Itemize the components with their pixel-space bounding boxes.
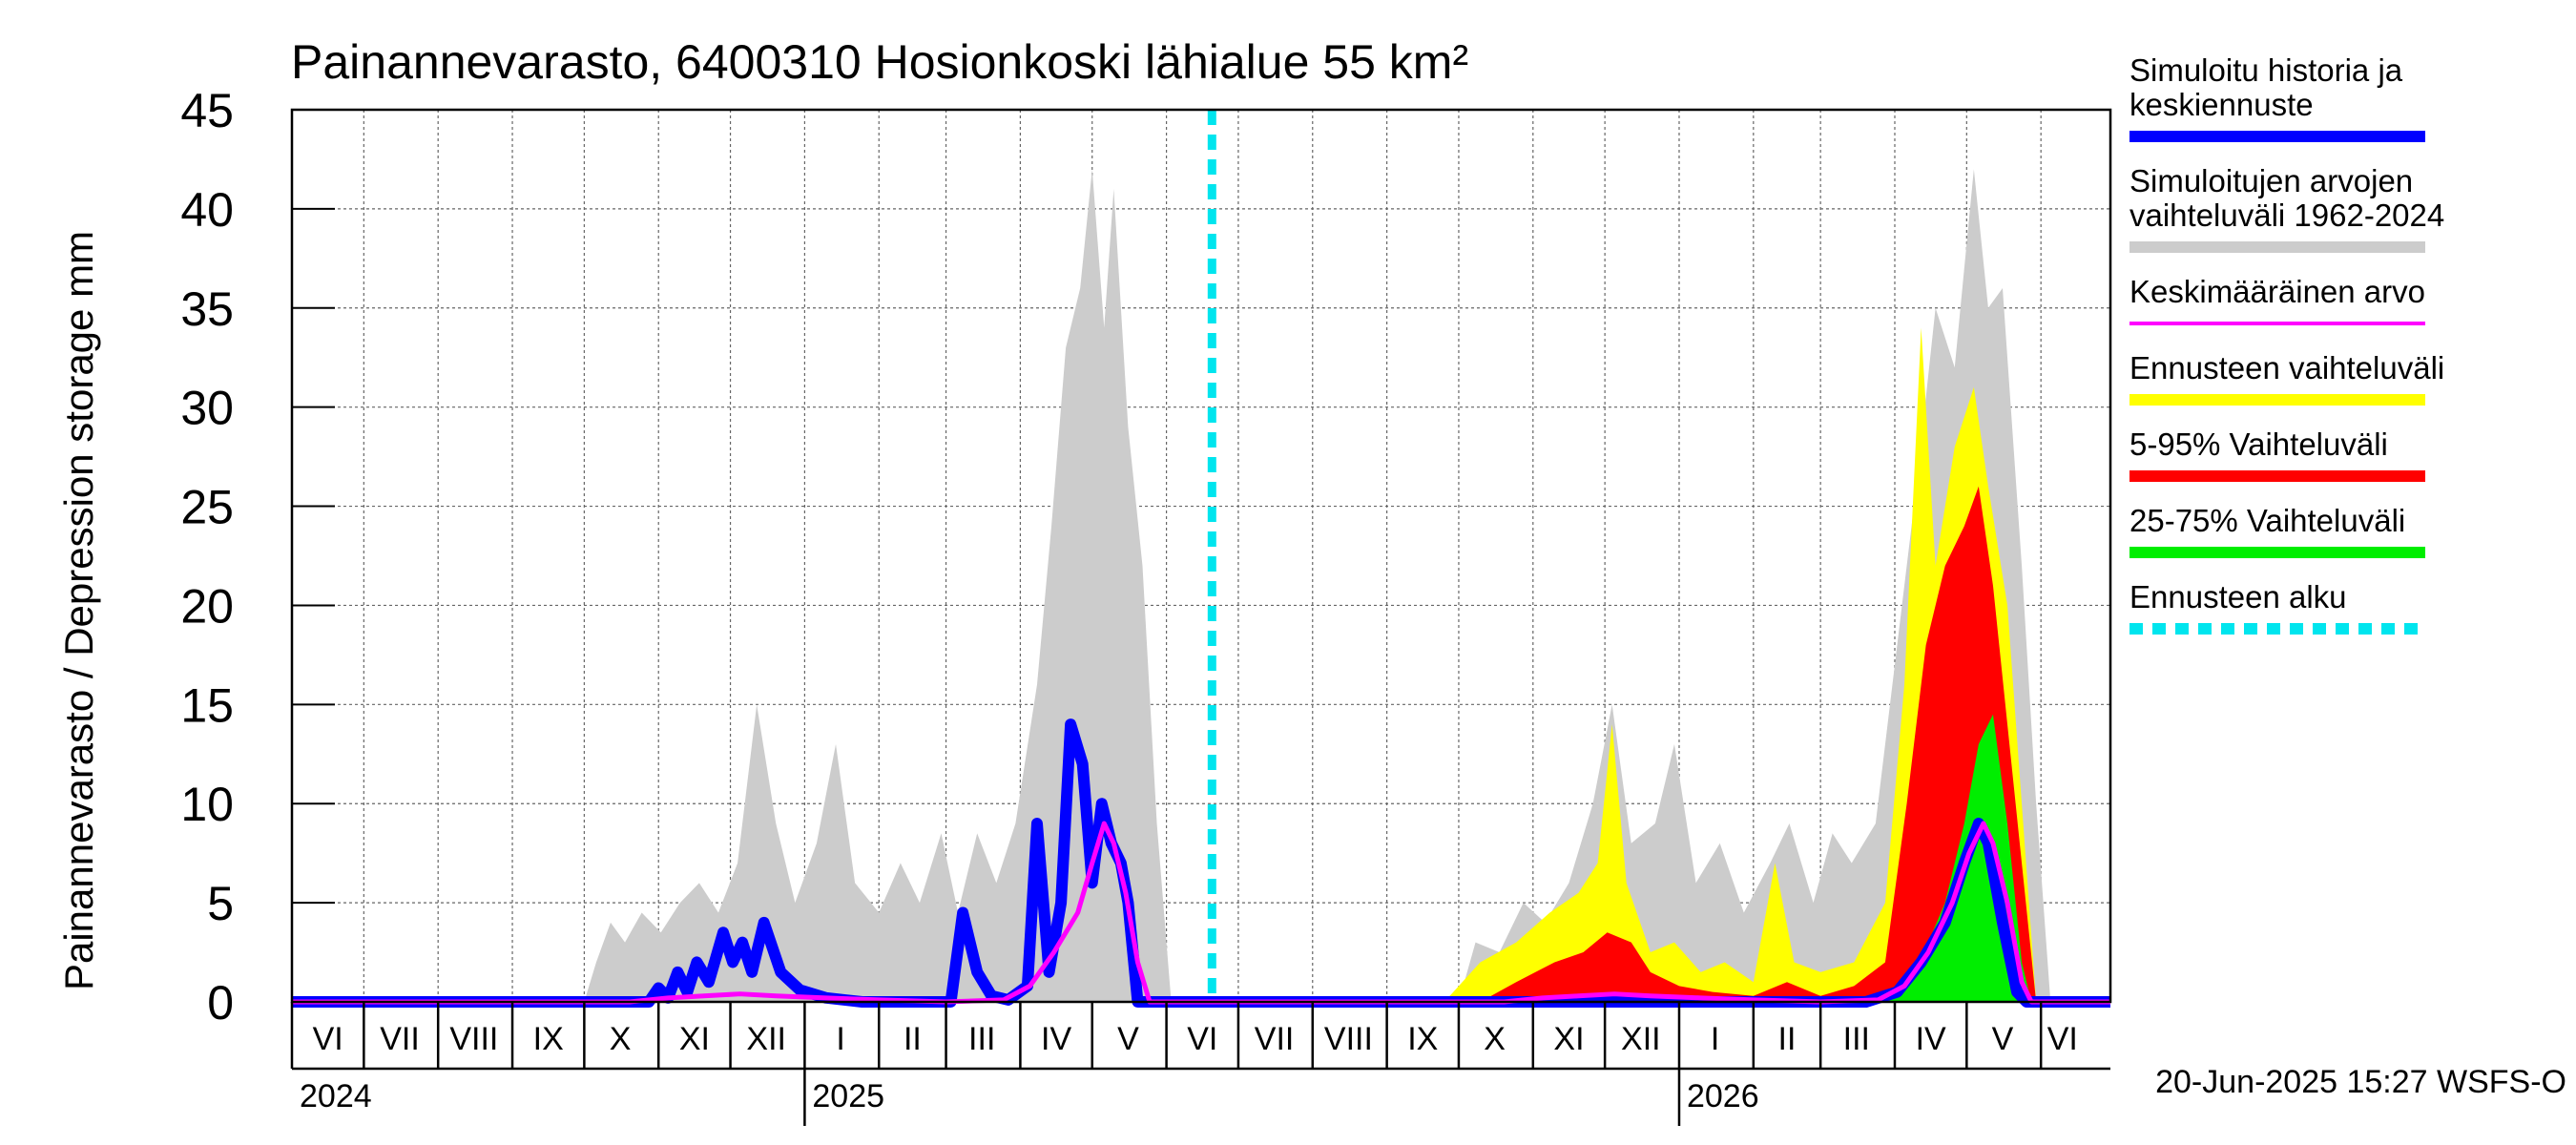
x-month-label: VIII: [1324, 1021, 1373, 1057]
x-month-label: X: [610, 1021, 632, 1057]
y-tick-label: 5: [207, 877, 234, 930]
y-tick-label: 10: [180, 778, 234, 831]
y-axis-label: Painannevarasto / Depression storage mm: [56, 231, 101, 990]
legend-label: Ennusteen vaihteluväli: [2129, 350, 2444, 385]
x-month-label: III: [1843, 1021, 1870, 1057]
y-tick-label: 45: [180, 84, 234, 137]
x-month-label: IX: [1407, 1021, 1438, 1057]
y-tick-label: 15: [180, 678, 234, 732]
footer-timestamp: 20-Jun-2025 15:27 WSFS-O: [2155, 1064, 2566, 1100]
x-month-label: VIII: [449, 1021, 498, 1057]
x-month-label: XII: [1621, 1021, 1661, 1057]
x-month-label: V: [1117, 1021, 1139, 1057]
x-month-label: X: [1484, 1021, 1506, 1057]
legend-label: Simuloitu historia ja: [2129, 52, 2403, 88]
x-month-label: VI: [2047, 1021, 2078, 1057]
x-month-label: XI: [679, 1021, 710, 1057]
x-month-label: V: [1992, 1021, 2014, 1057]
x-month-label: I: [836, 1021, 844, 1057]
y-tick-label: 0: [207, 976, 234, 1030]
x-year-label: 2025: [812, 1078, 884, 1114]
x-month-label: III: [968, 1021, 995, 1057]
x-month-label: IV: [1916, 1021, 1946, 1057]
x-month-label: II: [1778, 1021, 1797, 1057]
y-tick-label: 20: [180, 579, 234, 633]
x-month-label: I: [1711, 1021, 1719, 1057]
plot-frame: [290, 108, 2112, 1004]
y-tick-label: 40: [180, 183, 234, 237]
y-tick-label: 35: [180, 282, 234, 336]
band-00ee00: [1578, 714, 2032, 1002]
x-year-label: 2026: [1687, 1078, 1759, 1114]
x-month-label: IV: [1041, 1021, 1071, 1057]
x-month-label: VI: [313, 1021, 343, 1057]
y-axis-ticks: 0 5 10 15 20 25 30 35 40 45: [180, 84, 335, 1030]
range-bands: [292, 169, 2110, 1003]
chart-title: Painannevarasto, 6400310 Hosionkoski läh…: [291, 35, 1468, 89]
plot-border: [290, 108, 2112, 1004]
legend-label: Keskimääräinen arvo: [2129, 274, 2425, 309]
band-cccccc: [292, 169, 2110, 1003]
y-tick-label: 25: [180, 481, 234, 534]
y-tick-label: 30: [180, 382, 234, 435]
legend-label: keskiennuste: [2129, 87, 2314, 122]
x-month-label: IX: [533, 1021, 564, 1057]
legend-label: 5-95% Vaihteluväli: [2129, 427, 2388, 462]
x-month-label: VI: [1187, 1021, 1217, 1057]
x-month-label: II: [904, 1021, 922, 1057]
legend-label: 25-75% Vaihteluväli: [2129, 503, 2405, 538]
x-year-label: 2024: [300, 1078, 372, 1114]
x-month-label: XII: [746, 1021, 786, 1057]
legend-label: Ennusteen alku: [2129, 579, 2347, 614]
legend-label: Simuloitujen arvojen: [2129, 163, 2413, 198]
x-month-label: VII: [1255, 1021, 1295, 1057]
x-month-label: XI: [1553, 1021, 1584, 1057]
x-month-label: VII: [380, 1021, 420, 1057]
x-axis-month-labels: VI VII VIII IX X XI XII I II III IV V VI VII VIII IX X XI…: [290, 1002, 2110, 1126]
legend-label: vaihteluväli 1962-2024: [2129, 198, 2444, 233]
